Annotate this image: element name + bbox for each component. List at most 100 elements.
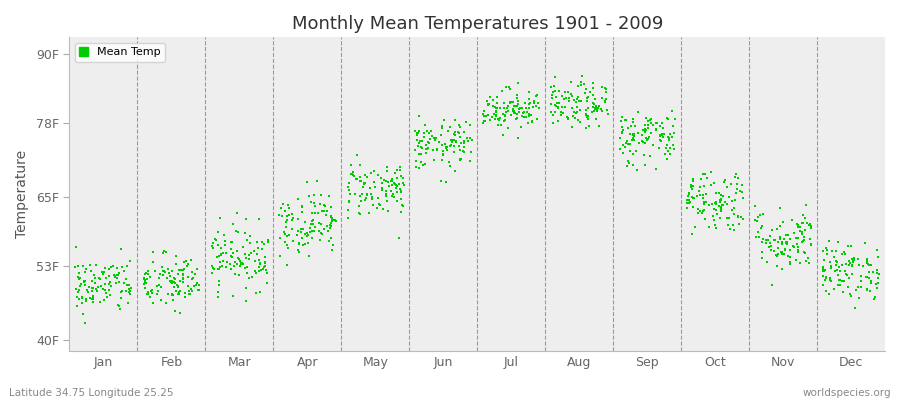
Point: [243, 233, 257, 240]
Point: [457, 140, 472, 146]
Point: [839, 271, 853, 277]
Point: [285, 216, 300, 223]
Point: [79, 295, 94, 302]
Point: [207, 266, 221, 272]
Point: [230, 254, 245, 261]
Point: [649, 166, 663, 172]
Point: [588, 106, 602, 112]
Point: [487, 111, 501, 117]
Point: [212, 282, 226, 288]
Point: [753, 225, 768, 231]
Point: [108, 274, 122, 280]
Point: [697, 207, 711, 214]
Point: [366, 179, 381, 185]
Point: [224, 239, 238, 245]
Point: [394, 195, 409, 202]
Point: [517, 109, 531, 115]
Point: [708, 225, 723, 231]
Point: [280, 212, 294, 219]
Point: [460, 134, 474, 141]
Point: [154, 284, 168, 290]
Point: [816, 264, 831, 271]
Point: [430, 147, 445, 154]
Point: [182, 291, 196, 298]
Point: [719, 215, 733, 221]
Point: [157, 250, 171, 256]
Point: [238, 230, 252, 236]
Point: [512, 106, 526, 112]
Point: [662, 135, 676, 141]
Point: [306, 221, 320, 228]
Point: [642, 134, 656, 140]
Point: [714, 192, 728, 198]
Point: [660, 142, 674, 148]
Point: [863, 288, 878, 294]
Point: [152, 275, 166, 281]
Point: [627, 133, 642, 139]
Point: [781, 231, 796, 238]
Point: [145, 287, 159, 293]
Point: [395, 202, 410, 208]
Point: [447, 143, 462, 150]
Point: [826, 286, 841, 292]
Point: [532, 105, 546, 112]
Point: [364, 191, 378, 198]
Point: [521, 120, 535, 126]
Point: [791, 222, 806, 228]
Point: [323, 220, 338, 226]
Point: [375, 180, 390, 186]
Point: [192, 282, 206, 288]
Point: [107, 271, 122, 278]
Point: [759, 240, 773, 246]
Point: [352, 210, 366, 217]
Point: [141, 268, 156, 274]
Point: [86, 296, 100, 302]
Point: [102, 281, 116, 287]
Point: [260, 237, 274, 243]
Point: [318, 203, 332, 210]
Point: [173, 277, 187, 284]
Point: [138, 271, 152, 277]
Point: [802, 259, 816, 266]
Point: [822, 238, 836, 244]
Point: [75, 293, 89, 300]
Point: [560, 114, 574, 120]
Point: [435, 156, 449, 163]
Point: [350, 176, 365, 182]
Point: [797, 226, 812, 233]
Point: [213, 252, 228, 258]
Point: [594, 106, 608, 112]
Point: [213, 245, 228, 252]
Point: [824, 248, 839, 254]
Point: [638, 126, 652, 132]
Point: [755, 239, 770, 245]
Point: [482, 94, 497, 100]
Point: [834, 262, 849, 268]
Point: [292, 241, 307, 248]
Point: [366, 202, 381, 208]
Point: [157, 268, 171, 274]
Point: [438, 179, 453, 185]
Point: [502, 84, 517, 90]
Point: [621, 141, 635, 148]
Point: [86, 278, 100, 284]
Point: [866, 269, 880, 276]
Point: [599, 107, 614, 113]
Point: [176, 267, 190, 273]
Y-axis label: Temperature: Temperature: [15, 150, 29, 238]
Point: [489, 109, 503, 116]
Point: [306, 217, 320, 224]
Point: [763, 240, 778, 246]
Point: [819, 274, 833, 280]
Point: [660, 156, 674, 162]
Point: [356, 184, 371, 190]
Point: [706, 216, 721, 223]
Point: [312, 220, 327, 226]
Point: [615, 130, 629, 136]
Point: [762, 244, 777, 250]
Point: [586, 85, 600, 91]
Point: [141, 288, 156, 295]
Point: [507, 108, 521, 114]
Point: [301, 240, 315, 246]
Point: [342, 180, 356, 186]
